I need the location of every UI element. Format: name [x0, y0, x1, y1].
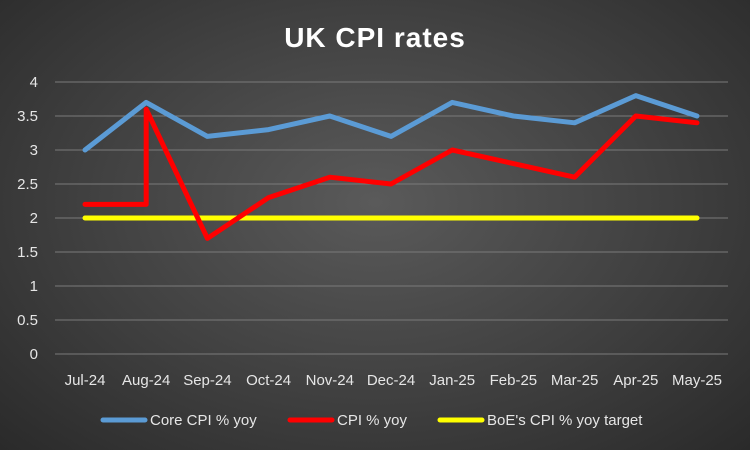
y-tick-label: 0 — [30, 346, 38, 363]
x-tick-label: May-25 — [672, 372, 722, 389]
y-tick-label: 3 — [30, 142, 38, 159]
series — [82, 93, 700, 241]
y-tick-label: 1.5 — [17, 244, 38, 261]
x-tick-label: Nov-24 — [306, 372, 354, 389]
y-tick-label: 3.5 — [17, 108, 38, 125]
y-tick-label: 4 — [30, 74, 38, 91]
y-axis-ticks: 0 0.5 1 1.5 2 2.5 3 3.5 4 — [17, 74, 38, 363]
x-tick-label: Oct-24 — [246, 372, 291, 389]
legend-label: Core CPI % yoy — [150, 412, 257, 429]
y-tick-label: 0.5 — [17, 312, 38, 329]
chart-title: UK CPI rates — [284, 22, 466, 53]
series-line-0 — [82, 93, 700, 153]
x-tick-label: Mar-25 — [551, 372, 599, 389]
x-tick-label: Jan-25 — [429, 372, 475, 389]
legend-label: BoE's CPI % yoy target — [487, 412, 643, 429]
y-tick-label: 1 — [30, 278, 38, 295]
x-tick-label: Jul-24 — [65, 372, 106, 389]
x-tick-label: Aug-24 — [122, 372, 170, 389]
legend-label: CPI % yoy — [337, 412, 408, 429]
x-axis-ticks: Jul-24 Aug-24 Sep-24 Oct-24 Nov-24 Dec-24 Jan-… — [65, 372, 722, 389]
x-tick-label: Apr-25 — [613, 372, 658, 389]
x-tick-label: Sep-24 — [183, 372, 231, 389]
x-tick-label: Feb-25 — [490, 372, 538, 389]
y-tick-label: 2.5 — [17, 176, 38, 193]
series-line-1 — [82, 106, 700, 241]
y-tick-label: 2 — [30, 210, 38, 227]
legend: Core CPI % yoy CPI % yoy BoE's CPI % yoy t… — [100, 412, 643, 429]
x-tick-label: Dec-24 — [367, 372, 415, 389]
